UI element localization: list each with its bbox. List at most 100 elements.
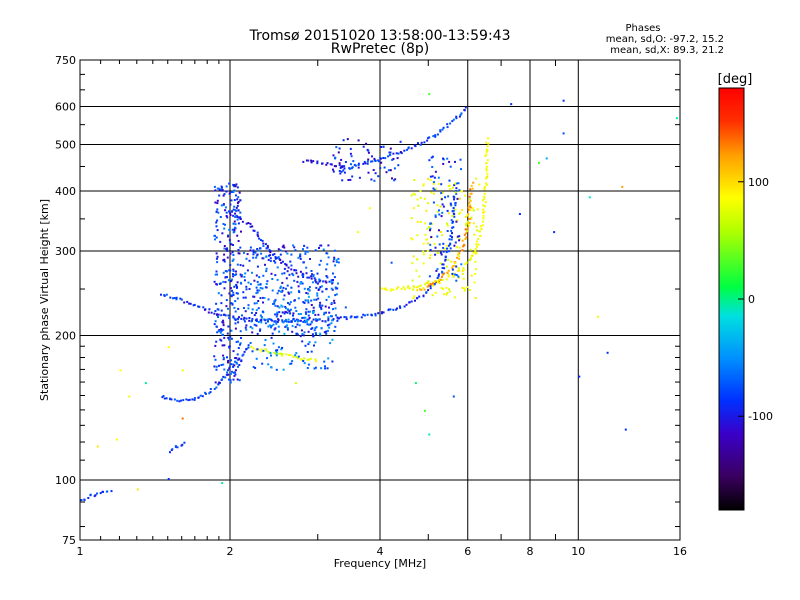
data-point — [288, 273, 291, 276]
data-point — [302, 334, 305, 337]
data-point — [227, 235, 229, 238]
data-point — [475, 177, 478, 180]
data-point — [304, 250, 307, 253]
data-point — [320, 244, 323, 247]
data-point — [306, 323, 309, 326]
colorbar-label: [deg] — [718, 72, 753, 87]
data-point — [267, 298, 270, 301]
data-point — [176, 399, 179, 402]
data-point — [463, 109, 466, 112]
data-point — [233, 199, 236, 201]
data-point — [326, 329, 329, 332]
data-point — [335, 146, 338, 149]
data-point — [333, 302, 336, 304]
data-point — [222, 358, 225, 361]
data-point — [474, 272, 477, 275]
data-point — [306, 319, 308, 322]
data-point — [308, 341, 311, 344]
data-point — [277, 346, 280, 349]
data-point — [357, 231, 360, 234]
data-point — [213, 234, 216, 237]
data-point — [307, 292, 310, 295]
data-point — [225, 211, 228, 214]
data-point — [180, 298, 183, 301]
data-point — [262, 245, 265, 247]
data-point — [257, 235, 260, 238]
data-point — [381, 312, 383, 315]
data-point — [412, 285, 415, 288]
data-point — [422, 294, 425, 297]
data-point — [480, 227, 483, 230]
data-point — [221, 232, 224, 235]
data-point — [442, 126, 445, 129]
y-tick-label: 100 — [55, 474, 76, 487]
data-point — [305, 159, 308, 162]
data-point — [312, 274, 315, 277]
data-point — [256, 233, 259, 236]
data-point — [413, 286, 416, 289]
data-point — [412, 255, 415, 258]
data-point — [231, 278, 233, 281]
data-point — [324, 367, 327, 370]
data-point — [442, 263, 445, 266]
data-point — [431, 175, 434, 178]
data-point — [284, 305, 287, 308]
data-point — [417, 142, 419, 145]
data-point — [275, 354, 278, 357]
data-point — [233, 371, 236, 374]
data-point — [470, 184, 473, 187]
data-point — [394, 178, 397, 181]
data-point — [237, 307, 240, 310]
data-point — [319, 259, 322, 262]
data-point — [252, 366, 255, 368]
data-point — [455, 117, 458, 120]
data-point — [315, 298, 318, 301]
data-point — [289, 308, 292, 311]
data-point — [431, 284, 434, 287]
data-point — [323, 313, 326, 316]
data-point — [362, 313, 365, 316]
data-point — [296, 323, 299, 326]
data-point — [451, 214, 454, 217]
data-point — [485, 148, 488, 151]
data-point — [238, 216, 240, 219]
data-point — [319, 332, 322, 335]
data-point — [243, 275, 246, 278]
data-point — [223, 227, 226, 230]
data-point — [283, 272, 286, 275]
data-point — [284, 250, 287, 253]
data-point — [393, 179, 395, 182]
data-point — [229, 379, 232, 382]
data-point — [510, 103, 513, 106]
data-point — [454, 201, 457, 204]
data-point — [237, 249, 240, 251]
data-point — [328, 323, 331, 326]
y-axis-label: Stationary phase Virtual Height [km] — [38, 199, 51, 401]
data-point — [325, 163, 328, 166]
data-point — [270, 354, 272, 357]
data-point — [276, 256, 279, 259]
data-point — [338, 170, 341, 172]
data-point — [427, 177, 429, 180]
data-point — [219, 216, 222, 218]
data-point — [442, 250, 445, 253]
y-tick-label: 600 — [55, 101, 76, 114]
data-point — [452, 195, 455, 198]
data-point — [291, 330, 294, 333]
data-point — [221, 321, 224, 324]
data-point — [450, 229, 453, 232]
data-point — [216, 219, 219, 222]
data-point — [332, 260, 335, 263]
data-point — [449, 234, 452, 237]
data-point — [115, 438, 118, 441]
data-point — [469, 258, 472, 261]
data-point — [328, 326, 331, 329]
data-point — [468, 217, 471, 220]
data-point — [344, 161, 347, 163]
data-point — [476, 229, 479, 232]
data-point — [452, 265, 454, 268]
data-point — [384, 287, 387, 290]
data-point — [333, 276, 336, 279]
data-point — [229, 372, 232, 375]
